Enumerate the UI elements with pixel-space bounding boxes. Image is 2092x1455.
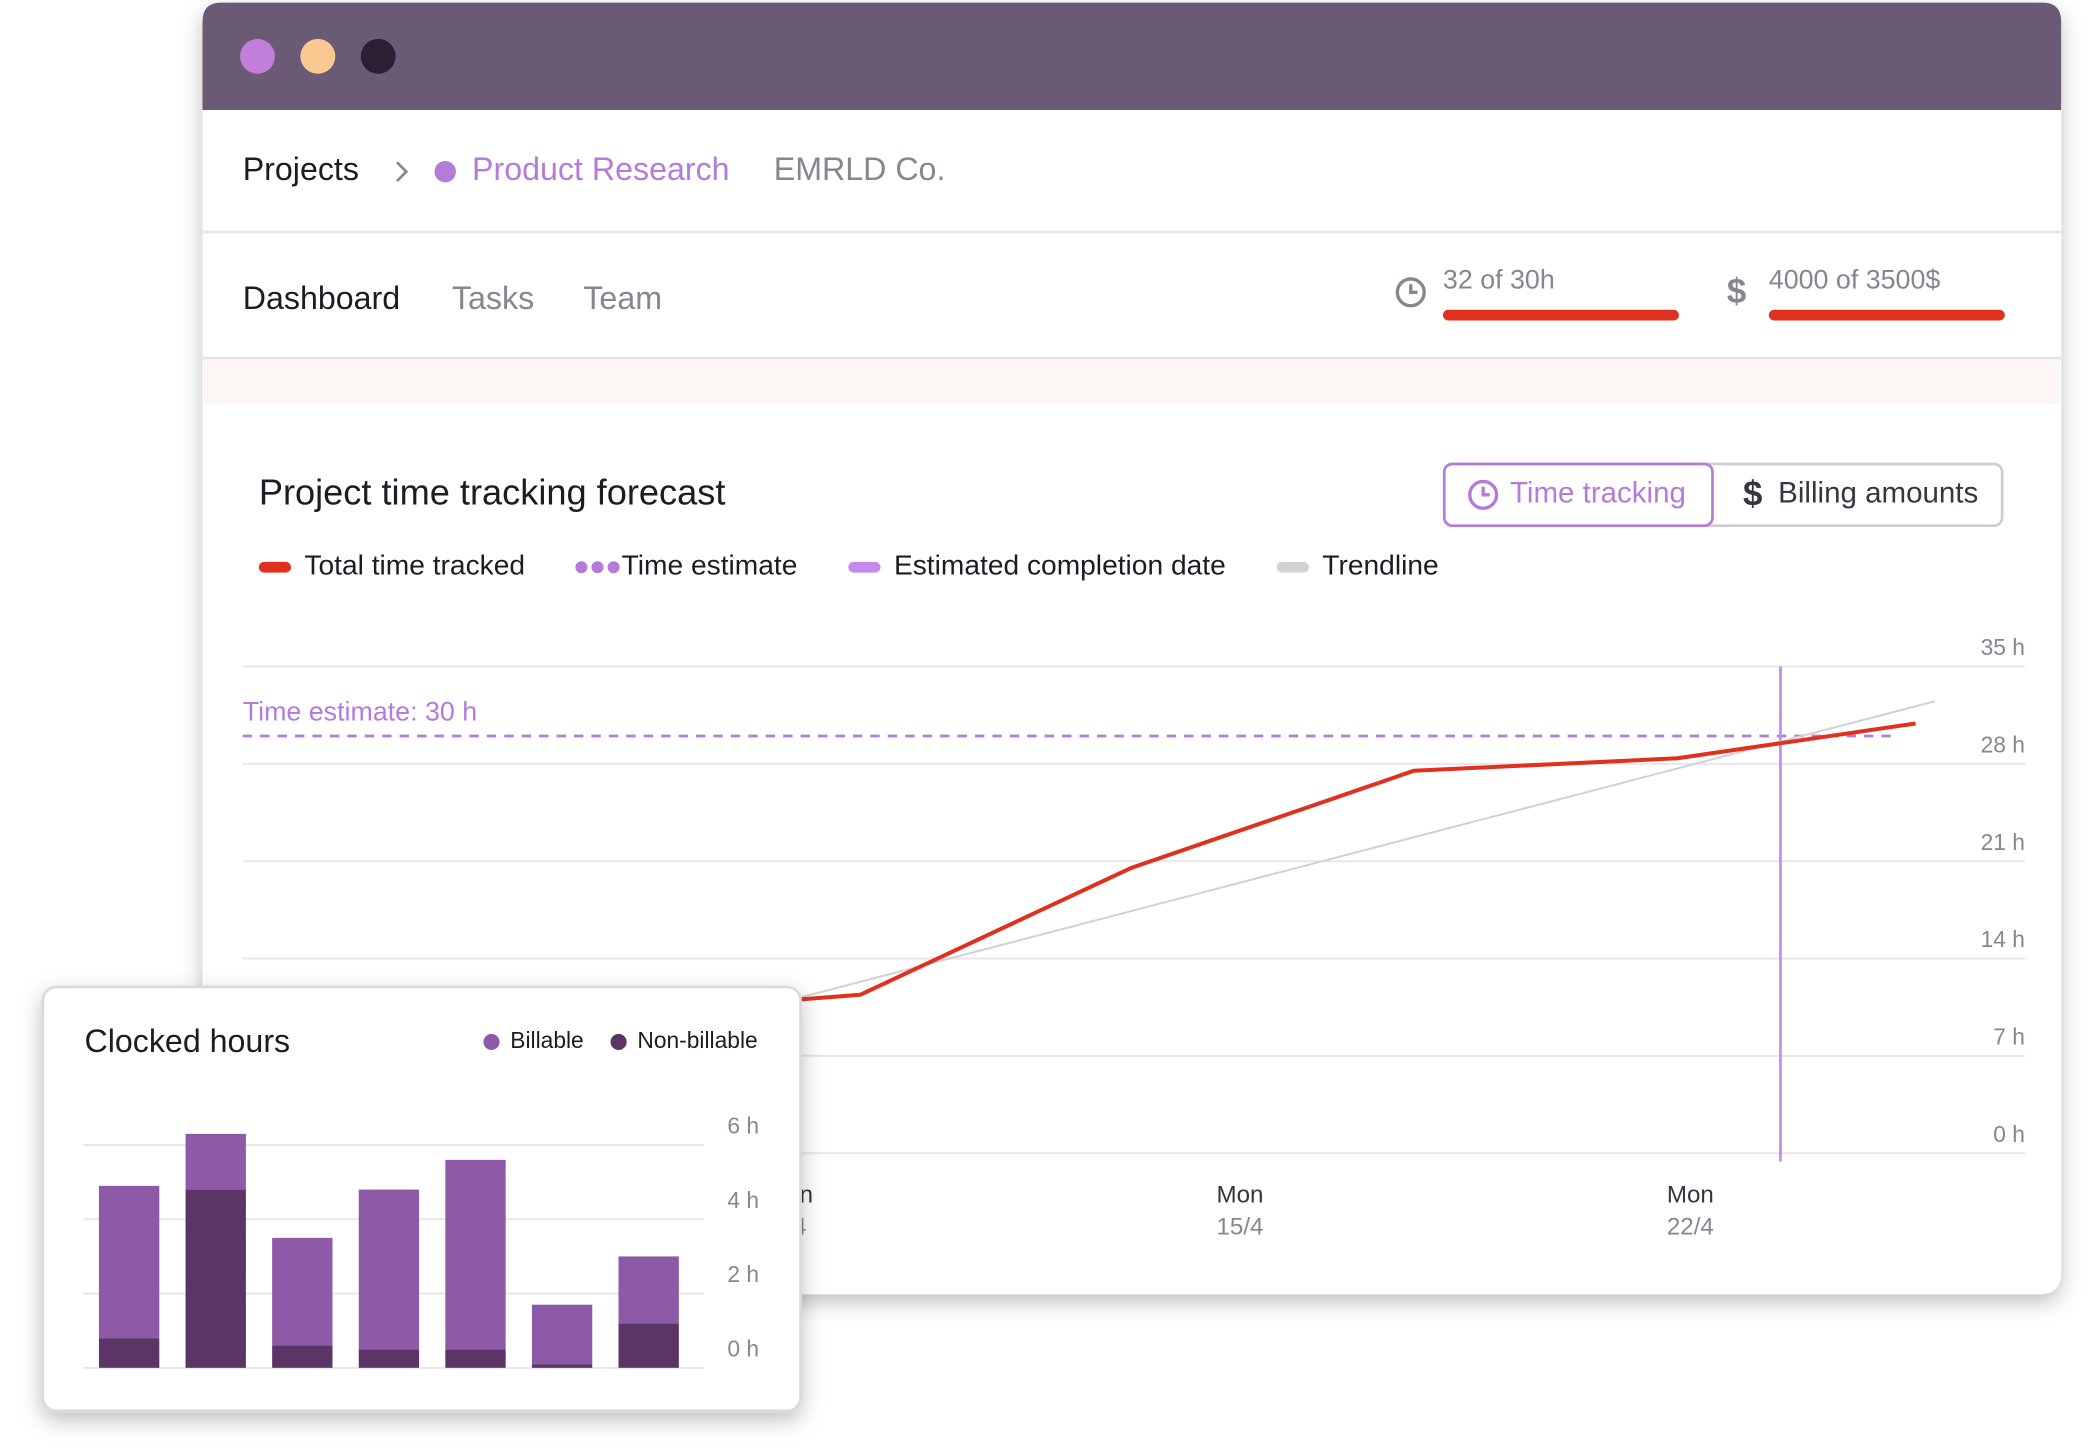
forecast-plot: 0 h7 h14 h21 h28 h35 hMon8/4Mon15/4Mon22…: [243, 550, 2025, 1241]
toggle-label[interactable]: Billing amounts: [1778, 477, 1978, 510]
band: [203, 359, 2060, 404]
bar-segment: [98, 1185, 160, 1339]
legend-label: Time estimate: [622, 550, 798, 581]
legend-swatch: [575, 561, 588, 574]
bar-segment: [272, 1237, 333, 1346]
clocked-plot: 0 h 2 h 4 h 6 h Non-billable Billable: [83, 1027, 759, 1369]
bar-segment: [618, 1256, 679, 1324]
x-tick-label: Mon: [1217, 1182, 1264, 1209]
y-tick-label: 2 h: [727, 1261, 759, 1287]
bar-segment: [185, 1189, 246, 1368]
y-tick-label: 7 h: [1993, 1023, 2025, 1049]
project-dot: [434, 160, 456, 183]
app-window: Projects Product Research EMRLD Co. Dash…: [202, 2, 2062, 1295]
billing-budget-bar: [1768, 309, 2005, 321]
y-tick-label: 4 h: [727, 1187, 759, 1213]
legend-label: Trendline: [1322, 550, 1438, 581]
tab[interactable]: Team: [583, 280, 662, 316]
y-tick-label: 28 h: [1981, 731, 2025, 757]
time-budget-bar: [1442, 309, 1679, 321]
legend-label: Non-billable: [637, 1027, 757, 1053]
bar-segment: [445, 1159, 506, 1350]
chart-title: Project time tracking forecast: [259, 471, 726, 512]
bar-segment: [531, 1364, 593, 1368]
dollar-icon: $: [1727, 272, 1746, 311]
bar-segment: [358, 1189, 420, 1350]
clock-icon: [1468, 479, 1499, 510]
y-tick-label: 21 h: [1981, 829, 2025, 855]
legend-swatch: [610, 1033, 627, 1051]
dollar-icon: $: [1743, 474, 1762, 513]
window-close[interactable]: [240, 38, 275, 74]
title-bar: [202, 2, 2062, 110]
window-frame: [202, 2, 2062, 1295]
clocked-hours-card: Clocked hours 0 h 2 h 4 h 6 h Non-billable Bi…: [41, 985, 802, 1413]
window-minimize[interactable]: [300, 38, 336, 74]
bar-segment: [272, 1345, 333, 1368]
card-title: Clocked hours: [84, 1023, 290, 1059]
legend-label: Billable: [510, 1027, 583, 1053]
billing-budget: 4000 of 3500$: [1769, 265, 1941, 295]
bar-segment: [618, 1323, 679, 1368]
toggle-label[interactable]: Time tracking: [1510, 477, 1686, 510]
series-line: [789, 700, 1936, 1002]
tab[interactable]: Tasks: [452, 280, 534, 316]
bar-segment: [358, 1349, 420, 1368]
breadcrumb-project[interactable]: Product Research: [472, 151, 730, 187]
window-maximize[interactable]: [360, 38, 396, 74]
toggle-active[interactable]: [1442, 462, 1714, 528]
tab-active[interactable]: Dashboard: [243, 280, 400, 316]
bar-segment: [185, 1133, 246, 1190]
breadcrumb-chevron: [396, 161, 409, 182]
legend-label: Estimated completion date: [894, 550, 1226, 581]
legend-swatch: [607, 561, 620, 574]
y-tick-label: 0 h: [727, 1335, 759, 1361]
series-line: [789, 721, 1916, 1003]
legend-label: Total time tracked: [304, 550, 525, 581]
breadcrumb-root[interactable]: Projects: [243, 151, 359, 187]
bar-segment: [98, 1338, 160, 1368]
x-tick-label: 15/4: [1217, 1214, 1264, 1241]
y-tick-label: 14 h: [1981, 926, 2025, 952]
bar-segment: [445, 1349, 506, 1368]
estimate-annotation: Time estimate: 30 h: [243, 696, 477, 726]
x-tick-label: 22/4: [1667, 1214, 1714, 1241]
bar-segment: [531, 1304, 593, 1365]
breadcrumb-client: EMRLD Co.: [774, 151, 946, 187]
y-tick-label: 6 h: [727, 1113, 759, 1139]
clock-icon: [1395, 277, 1426, 308]
legend-swatch: [483, 1033, 500, 1051]
time-budget: 32 of 30h: [1443, 265, 1555, 295]
legend-swatch: [591, 561, 604, 574]
x-tick-label: Mon: [1667, 1182, 1714, 1209]
y-tick-label: 35 h: [1981, 634, 2025, 660]
y-tick-label: 0 h: [1993, 1121, 2025, 1147]
